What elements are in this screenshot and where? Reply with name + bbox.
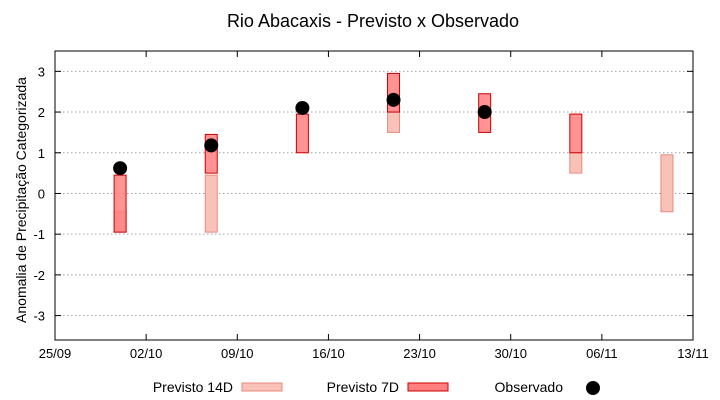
forecast-7d-bar — [295, 113, 309, 154]
bars-layer — [113, 72, 674, 233]
forecast-14d-bar — [387, 111, 401, 133]
y-axis-label: Anomalia de Precipitação Categorizada — [13, 77, 29, 323]
y-tick-label: -3 — [33, 309, 45, 324]
x-tick-label: 02/10 — [130, 346, 163, 361]
forecast-7d-bar — [569, 113, 583, 154]
legend-observado-swatch — [586, 381, 600, 395]
legend: Previsto 14D Previsto 7D Observado — [153, 379, 600, 395]
legend-previsto-7d-swatch — [407, 382, 449, 392]
x-tick-label: 13/11 — [677, 346, 709, 361]
forecast-14d-bar — [569, 152, 583, 174]
chart-title: Rio Abacaxis - Previsto x Observado — [227, 11, 519, 31]
forecast-14d-bar — [660, 154, 674, 213]
grid-layer — [55, 70, 693, 317]
y-tick-label: 3 — [38, 64, 45, 79]
y-tick-label: -1 — [33, 227, 45, 242]
observed-point — [477, 105, 492, 120]
x-tick-label: 25/09 — [39, 346, 72, 361]
y-tick-label: 1 — [38, 146, 45, 161]
x-tick-label: 30/10 — [494, 346, 527, 361]
legend-previsto-14d-label: Previsto 14D — [153, 379, 233, 395]
observed-point — [295, 100, 310, 115]
x-tick-label: 06/11 — [586, 346, 618, 361]
points-layer — [113, 92, 492, 176]
observed-point — [386, 92, 401, 107]
y-tick-label: -2 — [33, 268, 45, 283]
legend-previsto-14d-swatch — [241, 382, 283, 392]
legend-observado-label: Observado — [495, 379, 564, 395]
forecast-14d-bar — [204, 174, 218, 233]
x-tick-label: 16/10 — [312, 346, 345, 361]
x-tick-label: 09/10 — [221, 346, 254, 361]
y-tick-label: 2 — [38, 105, 45, 120]
ticks-layer: 3 2 1 0 -1 -2 -3 25/09 02/10 09/10 16/10 23/10 30/10… — [33, 51, 709, 361]
forecast-7d-bar — [113, 174, 127, 233]
y-tick-label: 0 — [38, 186, 45, 201]
observed-point — [204, 138, 219, 153]
legend-previsto-7d-label: Previsto 7D — [327, 379, 399, 395]
plot-frame — [54, 50, 694, 341]
x-tick-label: 23/10 — [403, 346, 436, 361]
observed-point — [113, 161, 128, 176]
